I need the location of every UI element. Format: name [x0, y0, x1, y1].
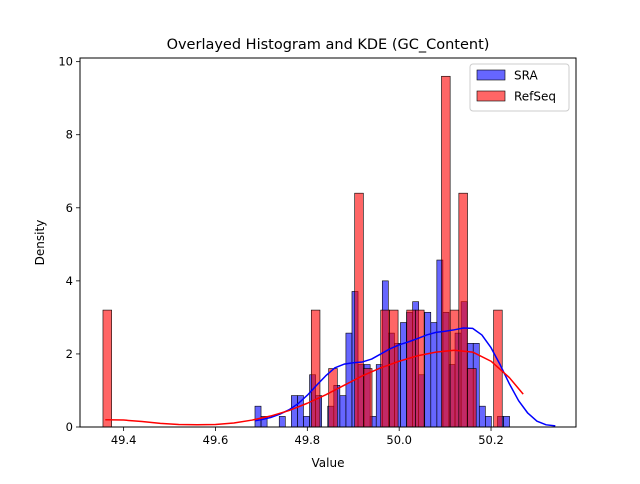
histogram-bar-sra — [291, 395, 298, 428]
y-tick-label: 10 — [58, 55, 73, 69]
histogram-bar-sra — [345, 332, 353, 428]
y-tick-label: 2 — [66, 347, 73, 361]
kde-line-refseq — [105, 349, 524, 426]
legend: SRA RefSeq — [469, 63, 570, 112]
histogram-bar-sra — [503, 416, 510, 428]
histogram-bar-refseq — [449, 309, 460, 428]
histogram-bar-sra — [278, 416, 286, 428]
x-tick-label: 49.8 — [295, 433, 321, 447]
histogram-bar-refseq — [354, 192, 364, 428]
x-tick-label: 49.4 — [111, 433, 137, 447]
x-tick-label: 50.2 — [478, 433, 504, 447]
x-tick-label: 49.6 — [203, 433, 229, 447]
plot-frame — [79, 57, 577, 428]
histogram-bar-refseq — [310, 309, 321, 428]
histogram-bar-refseq — [102, 309, 112, 428]
legend-swatch-sra — [476, 69, 506, 81]
legend-swatch-refseq — [476, 90, 506, 102]
histogram-bar-sra — [400, 322, 407, 428]
histogram-bar-sra — [485, 416, 492, 428]
y-tick-label: 4 — [66, 274, 73, 288]
x-tick-label: 50.0 — [386, 433, 412, 447]
x-axis: 49.4 49.6 49.8 50.0 50.2 — [111, 427, 504, 447]
y-axis-label: Density — [33, 220, 47, 266]
histogram-bar-refseq — [467, 368, 477, 428]
kde-layer — [105, 327, 556, 427]
histogram-bar-refseq — [458, 192, 468, 428]
histogram-bar-refseq — [406, 309, 416, 428]
histogram-bar-sra — [303, 416, 310, 428]
histogram-bar-refseq — [389, 309, 399, 428]
y-tick-label: 6 — [66, 201, 73, 215]
histogram-bar-sra — [478, 405, 486, 428]
histogram-bar-sra — [430, 322, 438, 428]
histogram-bar-refseq — [441, 75, 451, 428]
chart-title: Overlayed Histogram and KDE (GC_Content) — [167, 37, 490, 53]
histogram-bar-refseq — [328, 368, 338, 428]
histogram-bar-sra — [339, 395, 347, 428]
y-tick-label: 8 — [66, 128, 73, 142]
x-axis-label: Value — [312, 456, 345, 470]
histogram-bar-refseq — [363, 368, 373, 428]
bars-layer — [102, 75, 510, 428]
y-axis: 0 2 4 6 8 10 — [58, 55, 80, 434]
histogram-bar-refseq — [415, 309, 425, 428]
histogram-bar-sra — [254, 405, 262, 428]
y-tick-label: 0 — [66, 420, 73, 434]
legend-label-refseq: RefSeq — [514, 90, 556, 104]
histogram-bar-refseq — [380, 309, 390, 428]
histogram-bar-sra — [424, 311, 432, 428]
histogram-bar-refseq — [493, 309, 503, 428]
legend-label-sra: SRA — [514, 69, 538, 83]
